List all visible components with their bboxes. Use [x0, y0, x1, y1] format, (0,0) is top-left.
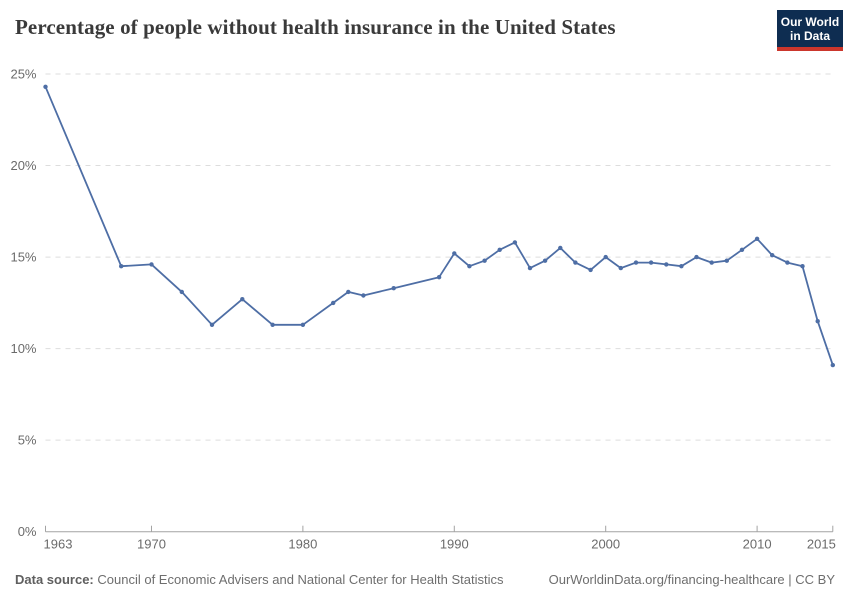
x-tick-label: 1963 — [44, 537, 73, 552]
data-point — [240, 297, 245, 302]
data-point — [558, 245, 563, 251]
data-point — [542, 258, 548, 263]
data-point — [633, 260, 639, 265]
series-line — [44, 85, 834, 366]
x-tick-label: 1990 — [440, 537, 469, 552]
data-point — [467, 264, 472, 269]
data-point — [119, 264, 124, 269]
data-point — [436, 275, 442, 280]
y-tick-label: 25% — [10, 67, 36, 82]
data-point — [588, 267, 593, 273]
data-point — [361, 293, 366, 298]
owid-attribution-link[interactable]: OurWorldinData.org/financing-healthcare … — [548, 572, 835, 587]
data-point — [512, 240, 518, 245]
data-point — [618, 265, 623, 271]
x-tick-label: 2015 — [807, 537, 836, 552]
data-point — [603, 254, 608, 260]
data-point — [43, 84, 48, 90]
data-point — [785, 260, 790, 265]
data-point — [527, 265, 533, 271]
data-point — [452, 251, 457, 256]
y-tick-label: 5% — [18, 433, 37, 448]
data-point — [270, 322, 275, 327]
data-point — [679, 264, 684, 269]
data-point — [770, 253, 775, 258]
data-point — [179, 289, 184, 295]
data-source-text: Council of Economic Advisers and Nationa… — [97, 572, 504, 587]
y-tick-label: 0% — [18, 524, 37, 539]
data-source: Data source: Council of Economic Adviser… — [15, 572, 503, 587]
data-point — [739, 247, 745, 252]
data-point — [149, 262, 154, 267]
y-tick-label: 10% — [10, 341, 36, 356]
data-point — [664, 262, 669, 267]
data-point — [300, 322, 306, 327]
data-point — [694, 254, 699, 260]
y-tick-label: 15% — [10, 250, 36, 265]
data-point — [346, 289, 351, 295]
data-point — [830, 362, 835, 368]
data-point — [800, 264, 805, 269]
owid-logo-line2: in Data — [789, 29, 830, 43]
y-tick-label: 20% — [10, 158, 36, 173]
data-point — [709, 260, 714, 265]
data-point — [482, 258, 487, 263]
x-tick-label: 2000 — [591, 537, 620, 552]
data-point — [497, 247, 502, 252]
x-tick-label: 1980 — [288, 537, 317, 552]
data-point — [754, 236, 760, 241]
page-title: Percentage of people without health insu… — [15, 15, 616, 39]
data-point — [573, 260, 578, 265]
chart-footer: Data source: Council of Economic Adviser… — [15, 572, 835, 587]
owid-logo-line1: Our World — [780, 15, 840, 29]
data-point — [815, 319, 820, 324]
data-point — [209, 322, 215, 327]
data-source-label: Data source: — [15, 572, 94, 587]
x-tick-label: 1970 — [137, 537, 166, 552]
data-point — [648, 260, 654, 265]
data-point — [724, 258, 729, 263]
x-tick-label: 2010 — [743, 537, 772, 552]
data-point — [331, 300, 336, 306]
owid-logo: Our World in Data — [777, 10, 843, 51]
data-point — [391, 286, 396, 291]
